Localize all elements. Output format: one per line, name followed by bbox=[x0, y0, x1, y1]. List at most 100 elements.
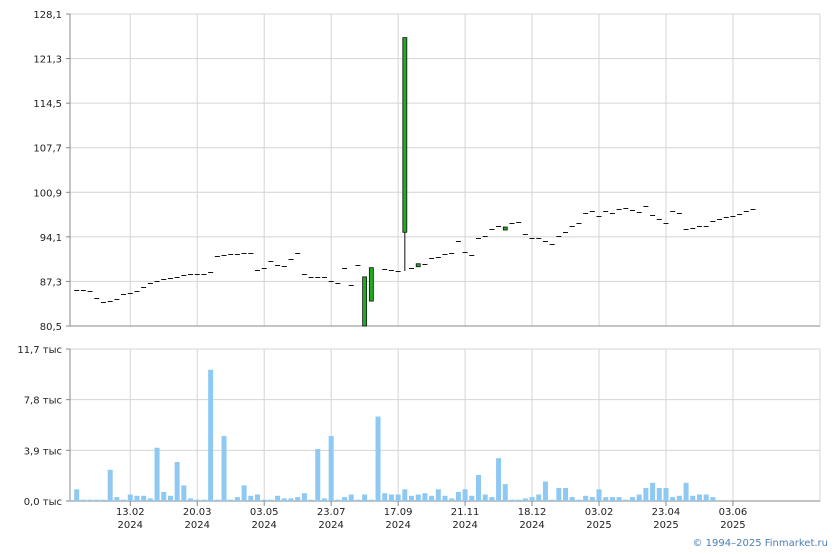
volume-bar bbox=[281, 498, 287, 501]
price-tick-label: 100,9 bbox=[33, 188, 62, 199]
volume-bar bbox=[214, 499, 220, 501]
candle-up bbox=[502, 226, 508, 231]
volume-bar bbox=[475, 475, 481, 501]
volume-bar bbox=[422, 493, 428, 501]
volume-grid: 11,7 тыс 7,8 тыс 3,9 тыс 0,0 тыс bbox=[17, 345, 821, 508]
price-tick-label: 107,7 bbox=[33, 144, 62, 155]
volume-bar bbox=[703, 494, 709, 501]
volume-bar bbox=[174, 462, 180, 501]
volume-bar bbox=[268, 499, 274, 501]
volume-bar bbox=[154, 447, 160, 501]
candle-up bbox=[368, 267, 374, 302]
volume-bar bbox=[683, 482, 689, 501]
volume-bar bbox=[100, 499, 106, 501]
volume-bar bbox=[650, 482, 656, 501]
volume-bar bbox=[429, 495, 435, 501]
volume-bar bbox=[388, 494, 394, 501]
volume-bar bbox=[188, 498, 194, 501]
volume-bar bbox=[107, 469, 113, 501]
volume-bar bbox=[201, 499, 207, 501]
price-tick-label: 121,3 bbox=[33, 55, 62, 66]
price-tick-label: 128,1 bbox=[33, 10, 62, 21]
volume-bar bbox=[134, 495, 140, 501]
volume-bar bbox=[549, 499, 555, 501]
volume-bar bbox=[375, 416, 381, 501]
volume-bar bbox=[696, 494, 702, 501]
volume-bar bbox=[482, 494, 488, 501]
volume-bar bbox=[368, 499, 374, 501]
volume-bar bbox=[234, 497, 240, 501]
volume-bar bbox=[208, 369, 214, 501]
volume-bar bbox=[596, 489, 602, 501]
price-tick-label: 94,1 bbox=[40, 233, 62, 244]
volume-bar bbox=[643, 488, 649, 501]
volume-bar bbox=[348, 494, 354, 501]
x-tick-date: 23.04 bbox=[652, 507, 681, 518]
volume-bar bbox=[80, 499, 86, 501]
volume-bar bbox=[663, 488, 669, 501]
volume-bar bbox=[589, 497, 595, 501]
x-tick-date: 20.03 bbox=[183, 507, 212, 518]
volume-bar bbox=[603, 497, 609, 501]
x-tick-year: 2024 bbox=[519, 520, 544, 531]
volume-bar bbox=[248, 495, 254, 501]
candle-up bbox=[402, 37, 408, 233]
price-marks bbox=[74, 37, 756, 327]
volume-bar bbox=[710, 497, 716, 501]
x-tick-date: 18.12 bbox=[518, 507, 547, 518]
volume-bar bbox=[522, 498, 528, 501]
x-tick-date: 17.09 bbox=[384, 507, 413, 518]
volume-bar bbox=[469, 495, 475, 501]
volume-bar bbox=[435, 489, 441, 501]
volume-bar bbox=[121, 499, 127, 501]
x-tick-year: 2024 bbox=[185, 520, 210, 531]
volume-bar bbox=[241, 485, 247, 501]
volume-bar bbox=[656, 488, 662, 501]
volume-bar bbox=[74, 489, 80, 501]
volume-bar bbox=[194, 499, 200, 501]
volume-bar bbox=[315, 449, 321, 501]
volume-bar bbox=[415, 494, 421, 501]
x-tick-date: 03.06 bbox=[719, 507, 748, 518]
volume-tick-label: 0,0 тыс bbox=[24, 497, 62, 508]
volume-bar bbox=[288, 498, 294, 501]
x-tick-year: 2024 bbox=[385, 520, 410, 531]
volume-bar bbox=[529, 497, 535, 501]
volume-bar bbox=[536, 494, 542, 501]
volume-bar bbox=[569, 497, 575, 501]
volume-bar bbox=[308, 499, 314, 501]
volume-bar bbox=[94, 499, 100, 501]
candle-up bbox=[415, 263, 421, 268]
x-axis-ticks: 13.02 2024 20.03 2024 03.05 2024 23.07 2024 17.0… bbox=[116, 501, 747, 531]
volume-bar bbox=[161, 491, 167, 501]
volume-bar bbox=[576, 499, 582, 501]
volume-bar bbox=[670, 497, 676, 501]
volume-bar bbox=[583, 495, 589, 501]
x-tick-year: 2025 bbox=[720, 520, 745, 531]
volume-bar bbox=[690, 495, 696, 501]
volume-bar bbox=[455, 491, 461, 501]
price-tick-label: 87,3 bbox=[40, 277, 62, 288]
volume-bar bbox=[342, 497, 348, 501]
volume-bar bbox=[335, 499, 341, 501]
volume-bar bbox=[362, 494, 368, 501]
volume-bar bbox=[496, 458, 502, 501]
volume-tick-label: 11,7 тыс bbox=[17, 345, 62, 356]
volume-bar bbox=[255, 494, 260, 501]
x-tick-year: 2024 bbox=[318, 520, 343, 531]
price-grid: 128,1 121,3 114,5 107,7 100,9 94,1 87,3 80,5 bbox=[33, 10, 821, 333]
volume-bar bbox=[228, 499, 234, 501]
x-tick-year: 2024 bbox=[452, 520, 477, 531]
volume-bar bbox=[147, 498, 153, 501]
x-tick-date: 03.02 bbox=[585, 507, 614, 518]
volume-bar bbox=[181, 485, 187, 501]
volume-bar bbox=[636, 494, 642, 501]
volume-bar bbox=[616, 497, 622, 501]
volume-bar bbox=[623, 499, 629, 501]
volume-bar bbox=[542, 481, 548, 501]
x-tick-year: 2024 bbox=[251, 520, 276, 531]
price-tick-label: 80,5 bbox=[40, 322, 62, 333]
x-tick-year: 2025 bbox=[586, 520, 611, 531]
x-tick-date: 03.05 bbox=[250, 507, 279, 518]
